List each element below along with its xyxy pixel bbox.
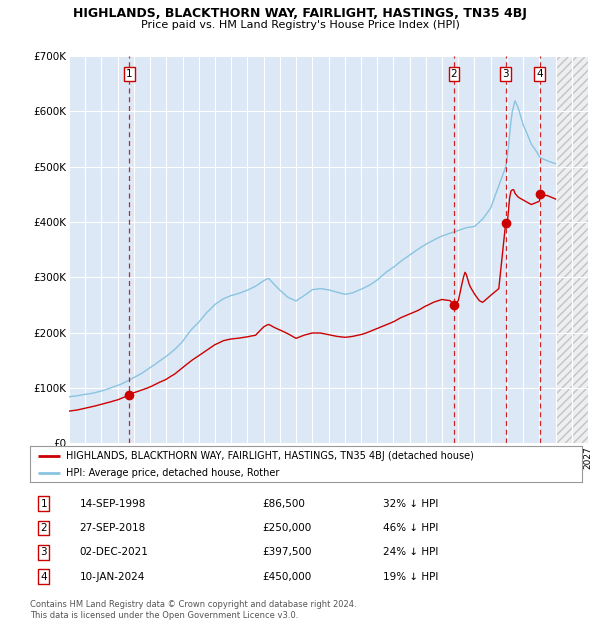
Text: 4: 4 (40, 572, 47, 582)
Text: 10-JAN-2024: 10-JAN-2024 (80, 572, 145, 582)
Text: HIGHLANDS, BLACKTHORN WAY, FAIRLIGHT, HASTINGS, TN35 4BJ: HIGHLANDS, BLACKTHORN WAY, FAIRLIGHT, HA… (73, 7, 527, 20)
Text: HIGHLANDS, BLACKTHORN WAY, FAIRLIGHT, HASTINGS, TN35 4BJ (detached house): HIGHLANDS, BLACKTHORN WAY, FAIRLIGHT, HA… (66, 451, 474, 461)
Text: 4: 4 (536, 69, 543, 79)
Text: 02-DEC-2021: 02-DEC-2021 (80, 547, 149, 557)
Text: £450,000: £450,000 (262, 572, 311, 582)
Text: 19% ↓ HPI: 19% ↓ HPI (383, 572, 439, 582)
Text: £86,500: £86,500 (262, 498, 305, 509)
Text: 1: 1 (126, 69, 133, 79)
Text: 3: 3 (502, 69, 509, 79)
Text: Price paid vs. HM Land Registry's House Price Index (HPI): Price paid vs. HM Land Registry's House … (140, 20, 460, 30)
Text: 2: 2 (451, 69, 457, 79)
Text: 2: 2 (40, 523, 47, 533)
Bar (556, 56, 588, 443)
Text: 32% ↓ HPI: 32% ↓ HPI (383, 498, 439, 509)
Text: Contains HM Land Registry data © Crown copyright and database right 2024.
This d: Contains HM Land Registry data © Crown c… (30, 600, 356, 619)
Text: HPI: Average price, detached house, Rother: HPI: Average price, detached house, Roth… (66, 467, 279, 477)
Text: 3: 3 (40, 547, 47, 557)
Text: 27-SEP-2018: 27-SEP-2018 (80, 523, 146, 533)
Text: 46% ↓ HPI: 46% ↓ HPI (383, 523, 439, 533)
Text: 1: 1 (40, 498, 47, 509)
Text: 14-SEP-1998: 14-SEP-1998 (80, 498, 146, 509)
Text: £250,000: £250,000 (262, 523, 311, 533)
Text: 24% ↓ HPI: 24% ↓ HPI (383, 547, 439, 557)
Text: £397,500: £397,500 (262, 547, 311, 557)
